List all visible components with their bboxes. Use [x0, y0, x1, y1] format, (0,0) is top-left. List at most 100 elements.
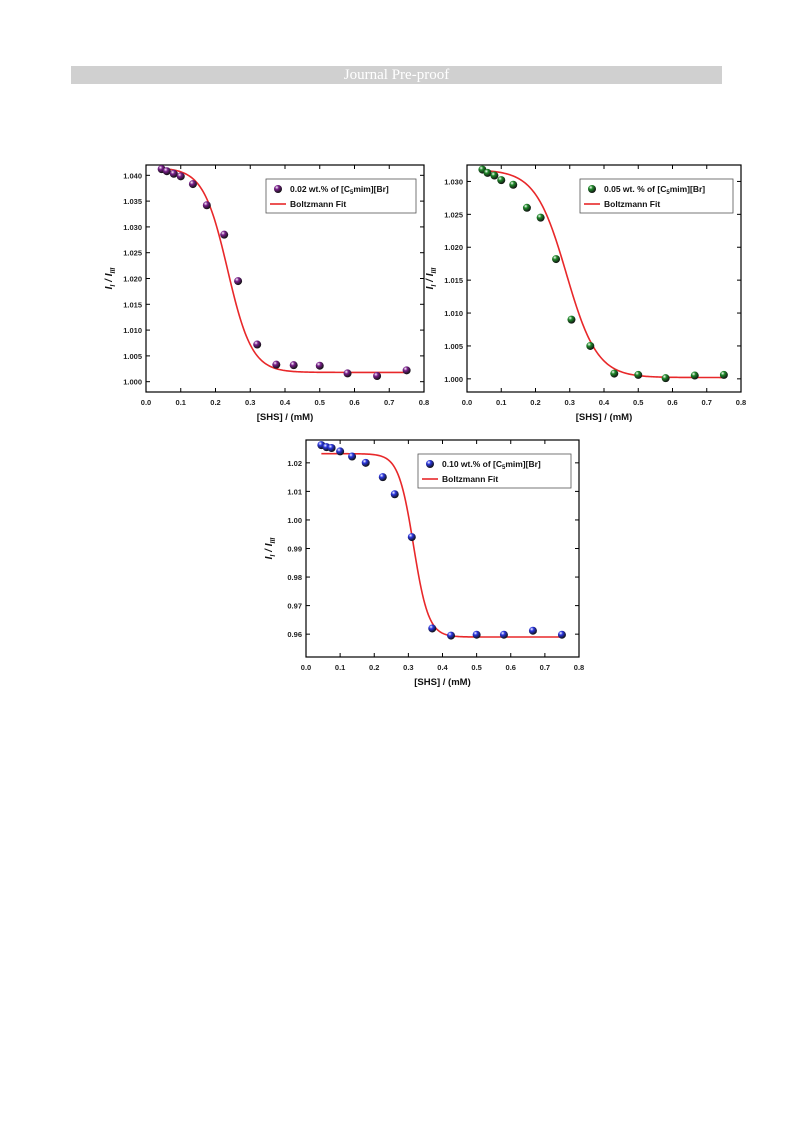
- y-tick-label: 1.015: [444, 276, 463, 285]
- boltzmann-fit-line: [321, 452, 562, 638]
- y-tick-label: 1.040: [123, 171, 142, 180]
- data-point: [322, 443, 331, 452]
- data-point: [522, 203, 531, 212]
- y-tick-label: 1.025: [444, 210, 463, 219]
- x-axis-label: [SHS] / (mM): [576, 412, 632, 423]
- legend-series-label: 0.05 wt. % of [C5mim][Br]: [604, 184, 705, 196]
- data-point: [169, 169, 178, 178]
- data-point: [634, 370, 643, 379]
- data-point: [378, 473, 387, 482]
- y-tick-label: 1.005: [444, 342, 463, 351]
- y-axis-label: II / IIII: [425, 267, 438, 290]
- data-point: [490, 171, 499, 180]
- journal-preproof-banner: Journal Pre-proof: [71, 66, 722, 84]
- data-point: [472, 630, 481, 639]
- x-tick-label: 0.1: [496, 398, 506, 407]
- y-tick-label: 1.010: [444, 309, 463, 318]
- x-tick-label: 0.4: [280, 398, 291, 407]
- data-point: [202, 201, 211, 210]
- boltzmann-fit-line: [482, 169, 724, 379]
- legend-marker: [588, 185, 596, 193]
- y-tick-label: 1.025: [123, 249, 142, 258]
- data-point: [390, 490, 399, 499]
- data-point: [220, 230, 229, 239]
- data-point: [610, 369, 619, 378]
- plot-frame: [145, 164, 425, 393]
- legend-series-label: 0.10 wt.% of [C5mim][Br]: [442, 459, 541, 471]
- y-tick-label: 1.035: [123, 197, 142, 206]
- y-tick-label: 1.01: [287, 487, 302, 496]
- data-point: [557, 630, 566, 639]
- x-tick-label: 0.1: [335, 663, 345, 672]
- data-point: [373, 372, 382, 381]
- legend-marker: [426, 460, 434, 468]
- x-tick-label: 0.5: [471, 663, 481, 672]
- data-point: [719, 370, 728, 379]
- x-tick-label: 0.8: [574, 663, 584, 672]
- x-tick-label: 0.8: [419, 398, 429, 407]
- y-tick-label: 1.005: [123, 352, 142, 361]
- y-tick-label: 1.02: [287, 459, 302, 468]
- x-tick-label: 0.6: [506, 663, 516, 672]
- plot-frame: [466, 164, 742, 393]
- data-point: [428, 624, 437, 633]
- data-point: [402, 366, 411, 375]
- x-tick-label: 0.5: [633, 398, 643, 407]
- y-tick-label: 0.99: [287, 545, 302, 554]
- data-point: [407, 533, 416, 542]
- y-tick-label: 0.98: [287, 573, 302, 582]
- data-point: [253, 340, 262, 349]
- data-point: [317, 441, 326, 450]
- chart-1: 0.0 0.1 0.2 0.3 0.4 0.5 0.6 0.7 0.8 1.000 1.005 1.0…: [425, 164, 746, 423]
- y-tick-label: 1.000: [444, 375, 463, 384]
- data-point: [348, 452, 357, 461]
- x-tick-label: 0.1: [176, 398, 186, 407]
- y-axis-label: II / IIII: [104, 267, 117, 290]
- data-point: [343, 369, 352, 378]
- legend-box: [417, 453, 572, 489]
- data-point: [157, 165, 166, 174]
- boltzmann-fit-line: [161, 167, 407, 374]
- x-axis-label: [SHS] / (mM): [257, 412, 313, 423]
- x-axis-label: [SHS] / (mM): [414, 677, 470, 688]
- data-point: [478, 165, 487, 174]
- x-tick-label: 0.2: [530, 398, 540, 407]
- data-point: [661, 374, 670, 383]
- legend-box: [579, 178, 734, 214]
- x-tick-label: 0.2: [210, 398, 220, 407]
- y-tick-label: 1.020: [444, 243, 463, 252]
- data-point: [509, 180, 518, 189]
- x-tick-label: 0.5: [315, 398, 325, 407]
- plot-frame: [305, 439, 580, 658]
- x-tick-label: 0.2: [369, 663, 379, 672]
- x-tick-label: 0.3: [403, 663, 413, 672]
- x-tick-label: 0.7: [384, 398, 394, 407]
- x-tick-label: 0.6: [349, 398, 359, 407]
- legend-box: [265, 178, 417, 214]
- data-point: [272, 360, 281, 369]
- legend-fit-label: Boltzmann Fit: [604, 199, 660, 209]
- y-tick-label: 0.97: [287, 602, 302, 611]
- data-point: [176, 172, 185, 181]
- x-tick-label: 0.4: [599, 398, 610, 407]
- data-point: [234, 277, 243, 286]
- x-tick-label: 0.0: [141, 398, 151, 407]
- legend-marker: [274, 185, 282, 193]
- x-tick-label: 0.6: [667, 398, 677, 407]
- y-axis-label: II / IIII: [264, 537, 277, 560]
- data-point: [586, 341, 595, 350]
- x-tick-label: 0.0: [301, 663, 311, 672]
- data-point: [499, 630, 508, 639]
- y-tick-label: 1.00: [287, 516, 302, 525]
- data-point: [497, 176, 506, 185]
- data-point: [361, 458, 370, 467]
- data-point: [162, 167, 171, 176]
- x-tick-label: 0.0: [462, 398, 472, 407]
- y-tick-label: 1.030: [123, 223, 142, 232]
- data-point: [289, 361, 298, 370]
- legend-fit-label: Boltzmann Fit: [442, 474, 498, 484]
- legend-fit-label: Boltzmann Fit: [290, 199, 346, 209]
- data-point: [327, 443, 336, 452]
- y-tick-label: 1.030: [444, 177, 463, 186]
